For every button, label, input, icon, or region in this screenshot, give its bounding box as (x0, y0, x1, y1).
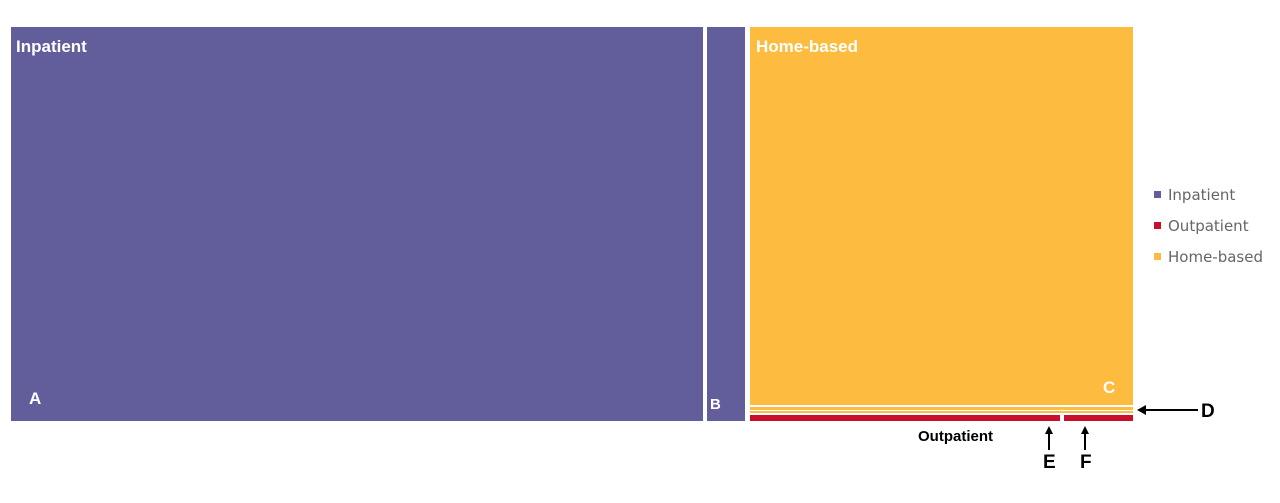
tile-e (750, 415, 1060, 421)
group-label: Home-based (756, 37, 858, 56)
legend-swatch (1154, 253, 1161, 260)
tile-a (11, 27, 703, 421)
marker: F (1080, 452, 1092, 473)
tile-c (750, 27, 1133, 405)
tile-f (1064, 415, 1133, 421)
tile-b (707, 27, 745, 421)
marker: C (1103, 378, 1115, 397)
marker: A (29, 389, 41, 408)
marker: B (710, 396, 721, 413)
tile-d (750, 407, 1133, 410)
legend-label: Inpatient (1168, 186, 1235, 204)
legend-label: Home-based (1168, 248, 1263, 266)
legend-swatch (1154, 222, 1161, 229)
arrows (1045, 405, 1198, 450)
marker: D (1201, 401, 1215, 422)
group-label: Inpatient (16, 37, 87, 56)
legend-swatch (1154, 191, 1161, 198)
legend-label: Outpatient (1168, 217, 1249, 235)
group-label: Outpatient (918, 428, 993, 445)
tile-d2 (750, 411, 1133, 413)
marker: E (1043, 452, 1056, 473)
